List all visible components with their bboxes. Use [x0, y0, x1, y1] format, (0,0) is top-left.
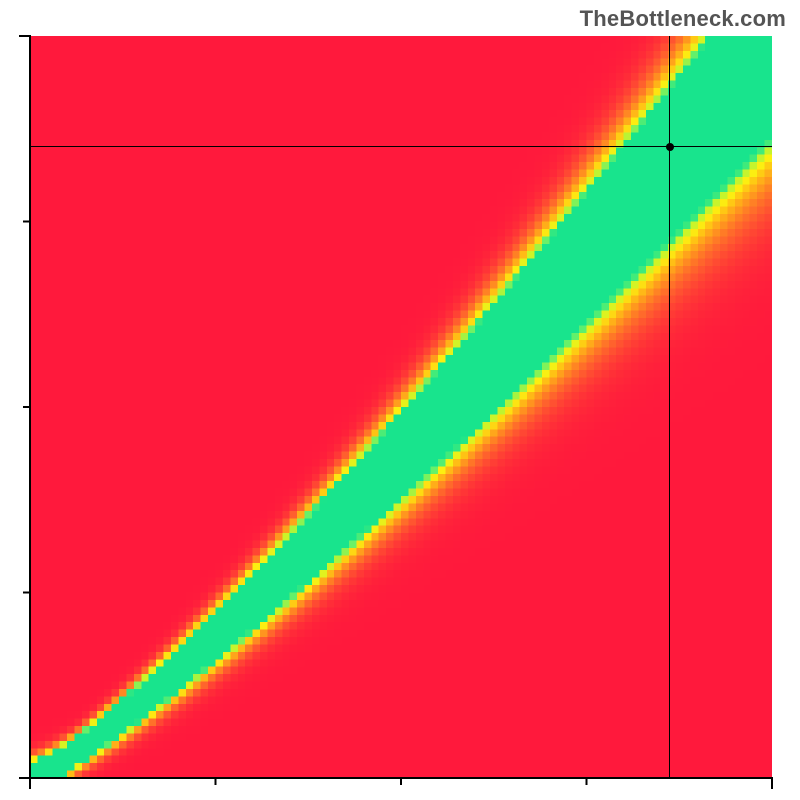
- crosshair-horizontal: [30, 146, 772, 147]
- bottleneck-heatmap: [30, 36, 772, 778]
- plot-area: [30, 36, 772, 778]
- crosshair-marker: [666, 143, 674, 151]
- watermark-text: TheBottleneck.com: [580, 6, 786, 32]
- chart-container: TheBottleneck.com: [0, 0, 800, 800]
